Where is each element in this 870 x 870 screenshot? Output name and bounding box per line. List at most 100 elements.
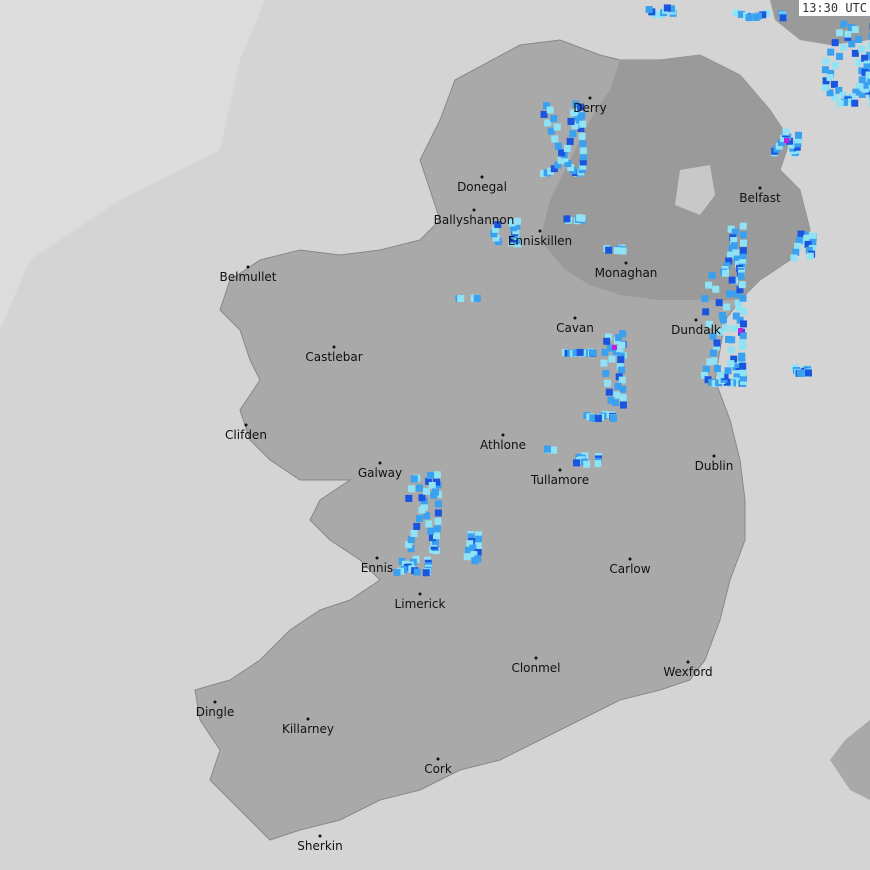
rain-cell — [732, 312, 740, 320]
city-dot — [378, 461, 382, 465]
rain-cell — [619, 394, 627, 402]
rain-cell — [851, 49, 859, 57]
rain-cell — [727, 225, 735, 233]
rain-cell — [611, 399, 619, 407]
rain-cell — [727, 346, 735, 354]
rain-cell — [713, 339, 721, 347]
rain-cell — [494, 221, 502, 229]
rain-cell — [706, 358, 714, 366]
rain-cell — [579, 162, 587, 170]
rain-cell — [513, 222, 521, 230]
rain-cell — [577, 103, 585, 111]
rain-cell — [848, 93, 856, 101]
city-dot — [332, 345, 336, 349]
rain-cell — [609, 414, 617, 422]
timestamp-label: 13:30 UTC — [798, 0, 870, 16]
rain-cell — [712, 343, 720, 351]
rain-cell — [579, 140, 587, 148]
rain-cell — [763, 9, 771, 17]
rain-cell — [467, 533, 475, 541]
rain-cell — [730, 237, 738, 245]
rain-cell — [732, 249, 740, 257]
northern-ireland-region — [540, 55, 810, 300]
rain-cell — [851, 99, 859, 107]
rain-cell — [457, 294, 465, 302]
rain-cell — [573, 459, 581, 467]
rain-cell — [604, 379, 612, 387]
rain-cell — [739, 320, 747, 328]
rain-cell — [722, 269, 730, 277]
city-label: Killarney — [282, 722, 334, 736]
rain-cell — [702, 365, 710, 373]
rain-cell — [787, 141, 795, 149]
rain-cell — [710, 357, 718, 365]
rain-cell — [745, 14, 753, 22]
rain-cell — [868, 55, 870, 63]
city-label: Clonmel — [511, 661, 560, 675]
rain-cell — [780, 134, 788, 142]
rain-cell — [589, 349, 597, 357]
rain-cell — [851, 26, 859, 34]
rain-cell — [868, 85, 870, 93]
rain-cell — [613, 247, 621, 255]
rain-cell — [739, 259, 747, 267]
rain-cell — [474, 531, 482, 539]
rain-cell — [728, 244, 736, 252]
rain-cell — [840, 98, 848, 106]
rain-cell — [618, 376, 626, 384]
rain-cell — [410, 475, 418, 483]
rain-cell — [543, 169, 551, 177]
rain-cell — [546, 106, 554, 114]
rain-cell — [786, 137, 794, 145]
rain-cell — [700, 371, 708, 379]
rain-cell — [759, 11, 767, 19]
rain-cell — [490, 230, 498, 238]
city-label: Ballyshannon — [434, 213, 515, 227]
rain-cell — [726, 251, 734, 259]
rain-cell — [425, 520, 433, 528]
rain-cell — [614, 382, 622, 390]
rain-cell — [558, 149, 566, 157]
city-label: Carlow — [609, 562, 650, 576]
rain-cell — [474, 548, 482, 556]
rain-cell — [736, 286, 744, 294]
city-dot — [758, 186, 762, 190]
rain-cell — [702, 308, 710, 316]
city-dot — [588, 96, 592, 100]
rain-cell — [549, 446, 557, 454]
rain-cell — [569, 130, 577, 138]
rain-cell — [618, 366, 626, 374]
rain-cell — [544, 119, 552, 127]
rain-cell — [413, 522, 421, 530]
rain-cell — [713, 365, 721, 373]
rain-cell — [844, 30, 852, 38]
rain-cell — [830, 80, 838, 88]
rain-cell — [863, 63, 870, 71]
city-label: Tullamore — [530, 473, 589, 487]
city-dot — [686, 660, 690, 664]
rain-cell — [826, 89, 834, 97]
rain-cell — [594, 414, 602, 422]
rain-cell — [739, 369, 747, 377]
rain-cell — [727, 360, 735, 368]
city-label: Clifden — [225, 428, 267, 442]
rain-cell — [492, 234, 500, 242]
rain-cell — [717, 371, 725, 379]
rain-cell — [473, 294, 481, 302]
rain-cell — [566, 137, 574, 145]
city-label: Wexford — [663, 665, 712, 679]
wales-coast — [830, 720, 870, 800]
rain-cell — [408, 485, 416, 493]
rain-cell — [855, 83, 863, 91]
city-dot — [318, 834, 322, 838]
rain-cell — [738, 354, 746, 362]
rain-cell — [425, 477, 433, 485]
rain-cell — [418, 494, 426, 502]
rain-cell — [775, 142, 783, 150]
city-label: Belmullet — [220, 270, 277, 284]
rain-cell — [422, 487, 430, 495]
rain-cell — [492, 225, 500, 233]
rain-cell — [407, 545, 415, 553]
city-dot — [472, 208, 476, 212]
